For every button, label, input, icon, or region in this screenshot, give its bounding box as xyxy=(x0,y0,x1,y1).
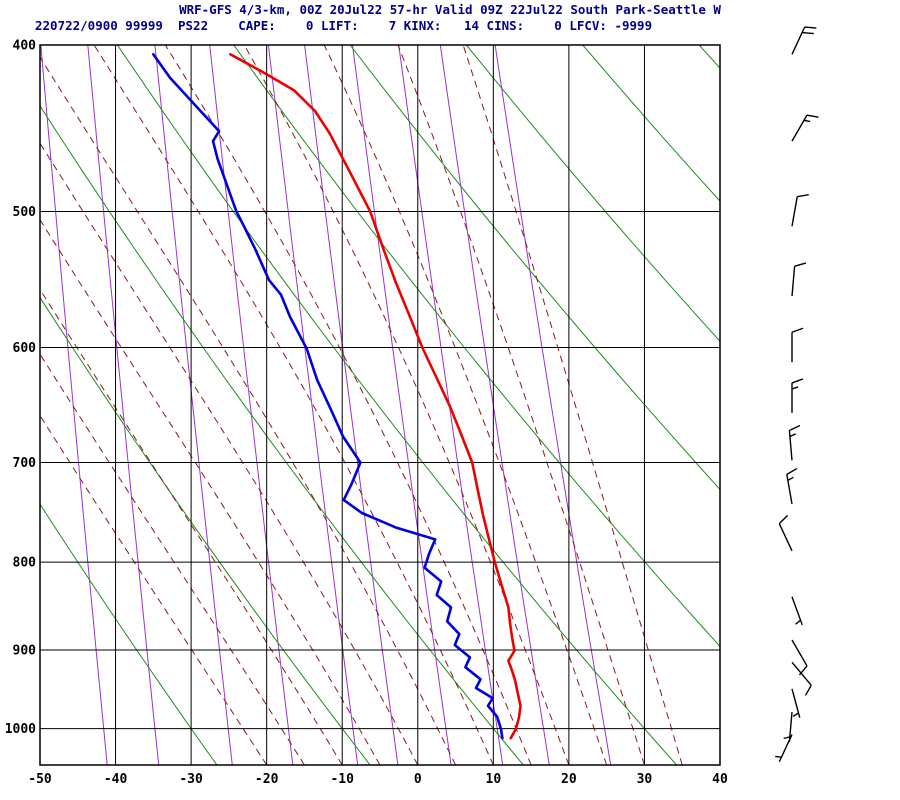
moist-adiabat-line xyxy=(40,414,268,765)
wind-barb xyxy=(791,193,809,227)
x-tick-label: -30 xyxy=(179,772,203,787)
mixing-ratio-line xyxy=(304,45,399,765)
mixing-ratio-line xyxy=(439,45,550,765)
chart-indices-line: 220722/0900 99999 PS22 CAPE: 0 LIFT: 7 K… xyxy=(35,18,653,33)
wind-barb xyxy=(791,114,819,142)
wind-barb xyxy=(791,661,812,696)
wind-barb xyxy=(786,467,798,505)
sounding-profiles xyxy=(152,52,522,740)
moist-adiabat-line xyxy=(40,142,419,765)
y-tick-label: 500 xyxy=(13,205,37,220)
grid-lines xyxy=(39,44,721,766)
mixing-ratio-line xyxy=(267,45,359,765)
x-tick-label: 40 xyxy=(712,772,728,787)
moist-adiabat-line xyxy=(323,45,608,765)
x-tick-label: 20 xyxy=(561,772,577,787)
wind-barb xyxy=(778,514,793,552)
moist-adiabat-line xyxy=(462,45,683,765)
wind-barb xyxy=(775,734,793,763)
y-tick-label: 700 xyxy=(13,456,37,471)
dewpoint-curve xyxy=(152,52,504,740)
mixing-ratio-line xyxy=(352,45,452,765)
dry-adiabat-line xyxy=(233,45,720,648)
moist-adiabat-line xyxy=(164,45,532,765)
temperature-curve xyxy=(229,52,522,740)
wind-barb xyxy=(788,424,801,461)
x-tick-label: -20 xyxy=(255,772,279,787)
wind-barb xyxy=(791,26,817,55)
x-tick-label: -50 xyxy=(28,772,52,787)
wind-barb xyxy=(791,327,804,363)
x-tick-label: -10 xyxy=(330,772,354,787)
dry-adiabat-line xyxy=(698,45,720,69)
wind-barb xyxy=(791,688,801,718)
mixing-ratio-line xyxy=(494,45,612,765)
wind-barbs xyxy=(775,26,819,763)
dry-adiabat-line xyxy=(466,45,720,343)
mixing-ratio-line xyxy=(87,45,160,765)
y-tick-label: 400 xyxy=(13,39,37,54)
wind-barb xyxy=(791,596,803,626)
moist-adiabats xyxy=(40,45,683,765)
wind-barb xyxy=(791,262,807,297)
dry-adiabat-line xyxy=(582,45,720,202)
chart-title: WRF-GFS 4/3-km, 00Z 20Jul22 57-hr Valid … xyxy=(179,2,721,17)
x-tick-label: 30 xyxy=(637,772,653,787)
x-tick-label: 10 xyxy=(486,772,502,787)
wind-barb xyxy=(791,378,804,413)
dry-adiabat-line xyxy=(40,105,524,765)
y-tick-label: 800 xyxy=(13,556,37,571)
dry-adiabat-line xyxy=(40,296,371,765)
y-tick-label: 1000 xyxy=(5,722,36,737)
wind-barb xyxy=(791,639,808,676)
mixing-ratio-line xyxy=(154,45,233,765)
mixing-ratio-line xyxy=(209,45,294,765)
moist-adiabat-line xyxy=(40,288,343,765)
x-tick-label: 0 xyxy=(414,772,422,787)
y-tick-label: 600 xyxy=(13,341,37,356)
moist-adiabat-line xyxy=(40,353,305,765)
mixing-ratio-line xyxy=(398,45,504,765)
moist-adiabat-line xyxy=(243,45,570,765)
plot-frame xyxy=(39,44,721,766)
moist-adiabat-line xyxy=(93,45,494,765)
dry-adiabat-line xyxy=(349,45,720,491)
moist-adiabat-line xyxy=(397,45,645,765)
y-tick-label: 900 xyxy=(13,643,37,658)
moist-adiabat-line xyxy=(40,218,381,765)
wind-barb xyxy=(783,711,793,742)
mixing-ratio-lines xyxy=(40,45,612,765)
axis-labels: 400 500 600 700 800 900 1000 -50 -40 -30 -20 -10 0 10… xyxy=(5,39,728,788)
moist-adiabat-line xyxy=(40,56,457,765)
x-tick-label: -40 xyxy=(104,772,128,787)
mixing-ratio-line xyxy=(40,45,108,765)
dry-adiabat-line xyxy=(40,503,218,765)
